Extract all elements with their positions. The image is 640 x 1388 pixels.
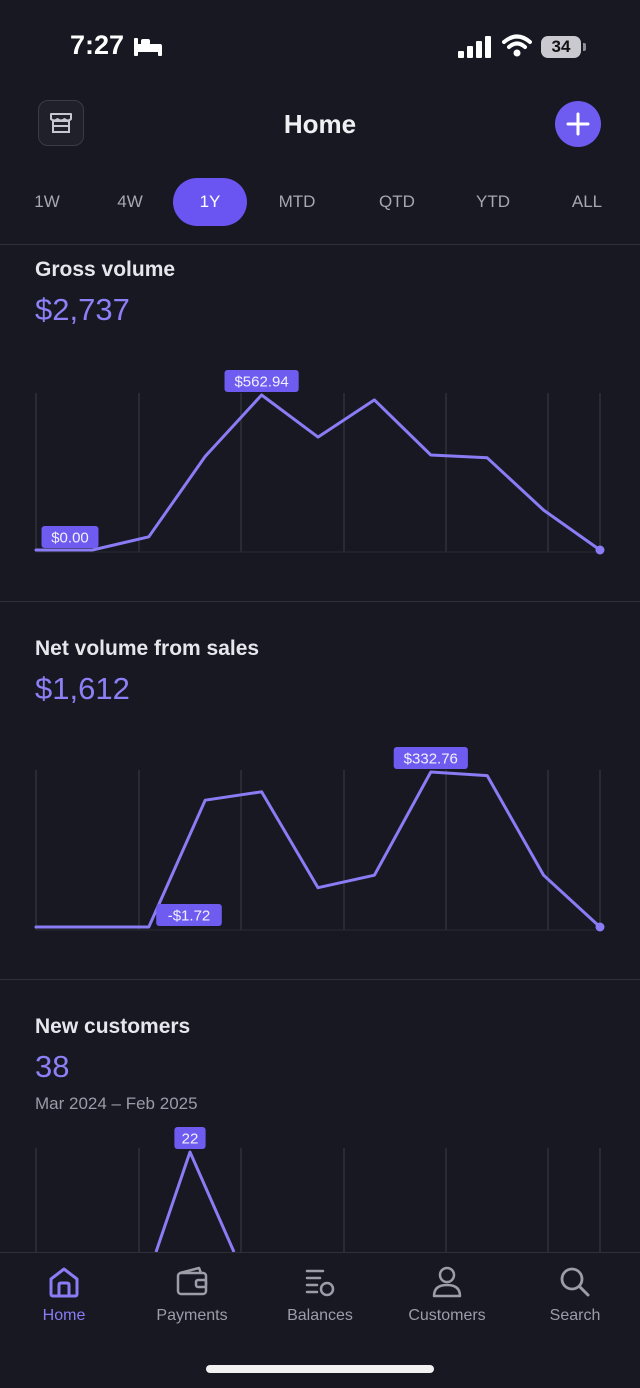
status-time: 7:27 [70,30,125,60]
nav-payments[interactable]: Payments [137,1265,247,1325]
battery-indicator: 34 [541,36,581,58]
divider [0,979,640,980]
section-title: Gross volume [35,258,176,281]
section-value: $2,737 [35,292,130,327]
series-line [34,393,602,552]
new-customers-chart: 22 [35,1127,601,1252]
max-label: 22 [182,1131,199,1148]
nav-home[interactable]: Home [9,1265,119,1325]
nav-label: Payments [156,1307,228,1324]
net-volume-card[interactable]: Net volume from sales $1,612 $332.76 -$1.… [0,602,640,979]
nav-label: Balances [287,1307,353,1324]
tab-mtd[interactable]: MTD [278,192,316,211]
home-indicator [206,1365,434,1373]
tab-qtd[interactable]: QTD [379,192,415,211]
nav-customers[interactable]: Customers [392,1265,502,1325]
range-tabs: 1W 4W 1Y MTD QTD YTD ALL [0,178,640,226]
data-point [595,922,605,932]
tab-ytd[interactable]: YTD [476,192,510,211]
tab-1w[interactable]: 1W [34,192,60,211]
wifi-icon [502,34,532,63]
max-label: $332.76 [404,751,458,768]
gross-volume-card[interactable]: Gross volume $2,737 $562.94 $0.00 [0,245,640,601]
section-value: 38 [35,1049,70,1084]
series-line [154,1150,236,1252]
date-range-label: Mar 2024 – Feb 2025 [35,1094,198,1113]
person-icon [432,1266,462,1298]
header: Home [0,100,640,148]
tab-4w[interactable]: 4W [117,192,143,211]
max-label-box [174,1127,206,1149]
nav-label: Customers [408,1307,486,1324]
nav-label: Search [549,1307,601,1324]
divider [0,601,640,602]
nav-search[interactable]: Search [520,1265,630,1325]
battery-tip [583,43,586,51]
store-icon [50,113,72,133]
home-icon [49,1267,79,1298]
balances-icon [305,1269,335,1297]
divider [0,244,640,245]
section-title: Net volume from sales [35,637,260,660]
min-label-box [41,526,99,548]
min-label: -$1.72 [168,908,211,925]
tab-1y[interactable]: 1Y [173,178,247,226]
nav-label: Home [42,1307,86,1324]
page-title: Home [283,109,357,139]
wallet-icon [176,1266,208,1296]
plus-icon [566,112,590,136]
signal-icon [458,36,492,63]
search-icon [560,1267,590,1297]
gross-volume-chart: $562.94 $0.00 [34,370,605,555]
max-label-box [224,370,299,392]
new-customers-card[interactable]: New customers 38 Mar 2024 – Feb 2025 22 [0,980,640,1252]
series-line [34,770,602,929]
max-label-box [393,747,468,769]
tab-all[interactable]: ALL [571,192,603,211]
section-title: New customers [35,1015,191,1038]
bed-icon [133,36,163,61]
net-volume-chart: $332.76 -$1.72 [34,747,605,932]
min-label: $0.00 [51,530,89,547]
min-label-box [156,904,222,926]
store-button[interactable] [38,100,84,146]
section-value: $1,612 [35,671,130,706]
max-label: $562.94 [234,374,288,391]
add-button[interactable] [555,101,601,147]
data-point [595,545,605,555]
nav-balances[interactable]: Balances [265,1265,375,1325]
status-bar: 7:27 34 [0,0,640,90]
